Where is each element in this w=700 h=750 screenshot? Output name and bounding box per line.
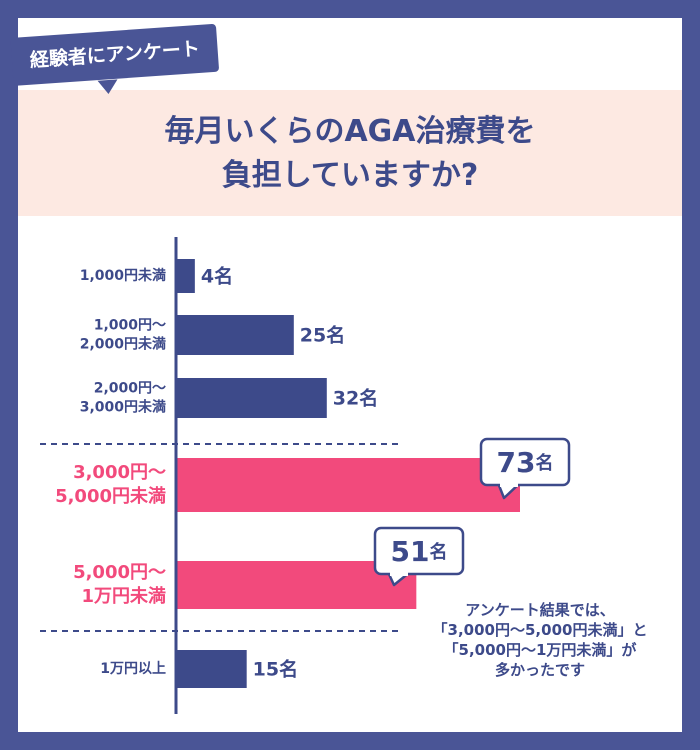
note-line-1: アンケート結果では、 — [465, 601, 615, 619]
callout-unit: 名 — [429, 541, 447, 563]
category-label-line: 1万円未満 — [81, 585, 166, 607]
note-line-3: 「5,000円〜1万円未満」が — [443, 641, 637, 659]
callout-bubble — [373, 526, 465, 576]
note-line-2: 「3,000円〜5,000円未満」と — [432, 621, 648, 639]
category-label-line: 1,000円未満 — [80, 267, 166, 284]
badge-tail — [97, 79, 119, 95]
value-label: 15名 — [253, 658, 298, 681]
bar — [176, 315, 294, 355]
category-label: 1,000円〜 2,000円未満 — [80, 318, 166, 353]
category-label-line: 2,000円未満 — [80, 336, 166, 353]
bar — [176, 378, 327, 418]
callout-label: 73名 — [497, 446, 554, 479]
category-label: 1,000円未満 — [80, 267, 166, 284]
category-label-line: 2,000円〜 — [94, 381, 166, 397]
category-label-line: 5,000円〜 — [73, 562, 166, 583]
bar — [176, 650, 247, 688]
category-label: 1万円以上 — [100, 661, 166, 677]
title-line-1: 毎月いくらのAGA治療費を — [164, 114, 536, 149]
callout-tail-mask — [390, 571, 408, 576]
category-label-line: 1万円以上 — [100, 661, 166, 677]
category-label-line: 1,000円〜 — [94, 318, 166, 334]
page-title: 毎月いくらのAGA治療費を 負担していますか? — [18, 110, 682, 198]
callout-bubble — [479, 437, 571, 487]
note-line-4: 多かったです — [494, 661, 585, 679]
value-label: 25名 — [300, 324, 345, 347]
value-label: 32名 — [333, 387, 378, 410]
category-label-line: 3,000円〜 — [73, 462, 166, 483]
category-label: 5,000円〜 1万円未満 — [73, 562, 166, 607]
callout-number: 51 — [391, 535, 430, 568]
category-label-line: 5,000円未満 — [55, 485, 166, 507]
callout-tail-mask — [500, 482, 518, 487]
category-label: 2,000円〜 3,000円未満 — [80, 381, 166, 416]
survey-note: アンケート結果では、 「3,000円〜5,000円未満」と 「5,000円〜1万… — [400, 600, 680, 680]
callout-label: 51名 — [391, 535, 448, 568]
category-label-line: 3,000円未満 — [80, 399, 166, 416]
title-band — [18, 90, 682, 216]
bar — [176, 259, 195, 293]
category-label: 3,000円〜 5,000円未満 — [55, 462, 166, 507]
bar — [176, 458, 520, 512]
callout-unit: 名 — [535, 452, 553, 474]
callout-number: 73 — [497, 446, 536, 479]
title-line-2: 負担していますか? — [221, 158, 479, 193]
value-label: 4名 — [201, 265, 233, 288]
